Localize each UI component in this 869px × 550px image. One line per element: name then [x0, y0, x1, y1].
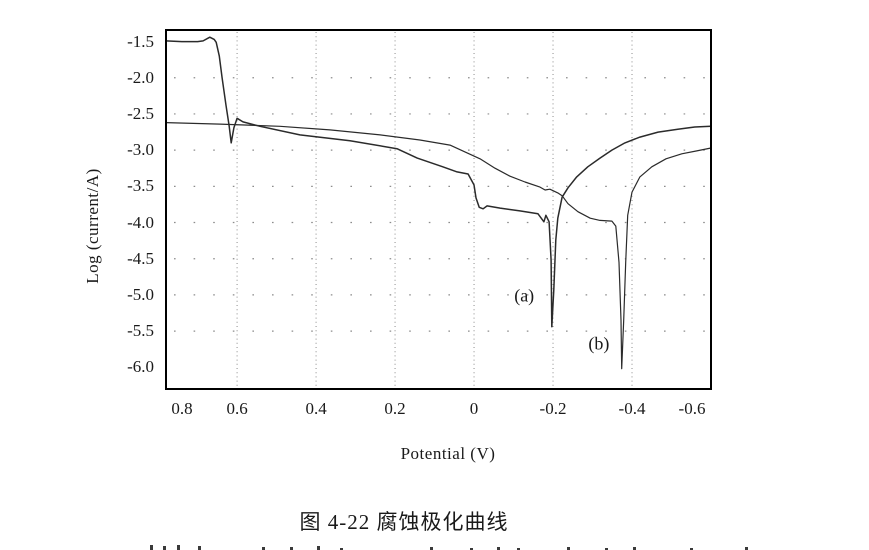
cutoff-text-fragment	[198, 546, 201, 550]
y-tick-label: -2.0	[127, 67, 154, 87]
y-tick-label: -6.0	[127, 357, 154, 377]
cutoff-text-fragment	[497, 547, 500, 550]
grid-lines	[174, 32, 707, 387]
curve-a-path	[165, 36, 712, 328]
cutoff-text-fragment	[517, 548, 520, 550]
x-tick-label: 0.6	[226, 399, 248, 418]
y-tick-label: -4.0	[127, 212, 154, 232]
x-tick-label: 0.2	[384, 399, 406, 418]
cutoff-text-fragment	[340, 548, 343, 550]
x-tick-label: 0.8	[171, 399, 193, 418]
y-tick-label: -2.5	[127, 103, 154, 123]
cutoff-text-fragment	[163, 546, 166, 550]
cutoff-text-fragment	[605, 548, 608, 550]
plot-area	[165, 29, 712, 390]
cutoff-text-fragment	[150, 545, 153, 550]
x-tick-label: -0.2	[539, 399, 567, 418]
x-tick-label: -0.6	[678, 399, 706, 418]
curve-b-path	[165, 121, 712, 370]
y-tick-label: -3.5	[127, 176, 154, 196]
cutoff-text-fragment	[262, 547, 265, 550]
plot-border	[165, 29, 712, 390]
y-tick-label: -5.5	[127, 321, 154, 341]
x-axis-title: Potential (V)	[400, 444, 496, 463]
polarization-chart: Log (current/A) -1.5 -2.0 -2.5 -3.0 -3.5 -4.0…	[83, 29, 712, 463]
cutoff-text-fragment	[317, 546, 320, 550]
curve-a-label: (a)	[514, 285, 535, 306]
figure-caption: 图 4-22 腐蚀极化曲线	[299, 510, 509, 534]
y-tick-label: -3.0	[127, 140, 154, 160]
cutoff-text-fragment	[745, 547, 748, 550]
cutoff-text-fragment	[290, 547, 293, 550]
x-tick-label: 0.4	[305, 399, 327, 418]
x-tick-label: -0.4	[618, 399, 646, 418]
cutoff-text-fragment	[690, 548, 693, 550]
cutoff-text-fragment	[470, 548, 473, 550]
cutoff-text-fragment	[430, 547, 433, 550]
y-axis-title: Log (current/A)	[83, 168, 102, 284]
x-tick-label: 0	[469, 399, 479, 418]
cutoff-text-fragment	[567, 547, 570, 550]
y-tick-label: -1.5	[127, 31, 154, 51]
y-tick-label: -4.5	[127, 248, 154, 268]
curve-b-label: (b)	[588, 333, 610, 354]
cutoff-text-fragment	[633, 547, 636, 550]
curves	[165, 36, 712, 370]
cutoff-text-fragment	[177, 545, 180, 550]
y-tick-label: -5.0	[127, 284, 154, 304]
